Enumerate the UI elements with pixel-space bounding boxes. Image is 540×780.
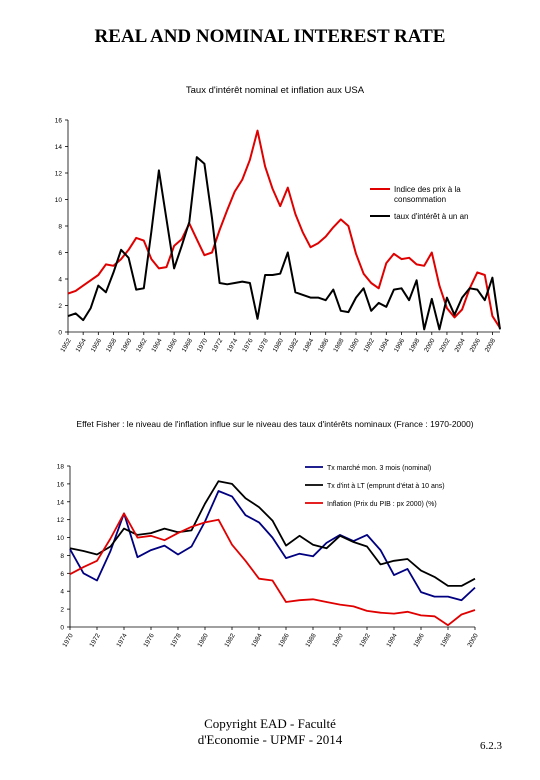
y-tick-label: 2 [60,607,64,614]
series-line-3 [69,512,476,627]
y-tick-label: 8 [58,224,62,231]
x-tick-label: 1976 [142,632,155,648]
series-line-2 [67,156,501,331]
x-tick-label: 1992 [358,632,371,648]
legend-label-1: Tx marché mon. 3 mois (nominal) [327,465,431,472]
chart-title-fisher: Effet Fisher : le niveau de l'inflation … [76,419,474,429]
y-tick-label: 16 [57,481,65,488]
page-number: 6.2.3 [480,740,502,752]
y-tick-label: 16 [55,118,63,125]
x-tick-label: 1998 [439,632,452,648]
legend-label-3: Inflation (Prix du PIB : px 2000) (%) [327,501,437,508]
x-tick-label: 1972 [88,632,101,648]
y-tick-label: 10 [55,197,63,204]
x-tick-label: 2000 [466,632,479,648]
y-tick-label: 4 [60,589,64,596]
x-tick-label: 1990 [331,632,344,648]
series-line-1 [67,129,501,329]
y-tick-label: 14 [55,144,63,151]
page-title: REAL AND NOMINAL INTEREST RATE [94,26,446,47]
y-tick-label: 4 [58,277,62,284]
x-tick-label: 1986 [277,632,290,648]
footer-line-1: Copyright EAD - Faculté [204,716,336,731]
y-tick-label: 0 [58,330,62,337]
x-tick-label: 1988 [304,632,317,648]
copyright-footer: Copyright EAD - Faculté d'Economie - UPM… [160,716,380,748]
y-tick-label: 8 [60,553,64,560]
chart-title-usa: Taux d'intérêt nominal et inflation aux … [185,85,365,96]
fisher-effect-chart: 0 2 4 6 8 10 12 14 16 18 1970 1972 1974 1976 1978 1980 1… [57,464,480,649]
legend-label-1: Indice des prix à la consommation [394,185,461,204]
x-tick-label: 1970 [61,632,74,648]
y-tick-label: 10 [57,535,65,542]
y-tick-label: 6 [58,250,62,257]
series-line-1 [69,490,476,602]
x-tick-label: 1978 [169,632,182,648]
x-tick-label: 1996 [412,632,425,648]
y-tick-label: 12 [55,171,63,178]
footer-line-2: d'Economie - UPMF - 2014 [197,732,343,747]
x-tick-label: 1994 [385,632,398,648]
legend-label-2: Tx d'int à LT (emprunt d'état à 10 ans) [327,483,445,490]
y-tick-label: 2 [58,303,62,310]
y-tick-label: 12 [57,517,65,524]
series-line-2 [69,480,476,587]
x-tick-label: 1974 [115,632,128,648]
y-tick-label: 14 [57,499,65,506]
y-tick-label: 6 [60,571,64,578]
x-tick-label: 1980 [196,632,209,648]
y-tick-label: 0 [60,625,64,632]
x-tick-label: 1984 [250,632,263,648]
y-tick-label: 18 [57,464,65,471]
x-tick-label: 1982 [223,632,236,648]
legend-label-2: taux d'intérêt à un an [394,212,468,221]
